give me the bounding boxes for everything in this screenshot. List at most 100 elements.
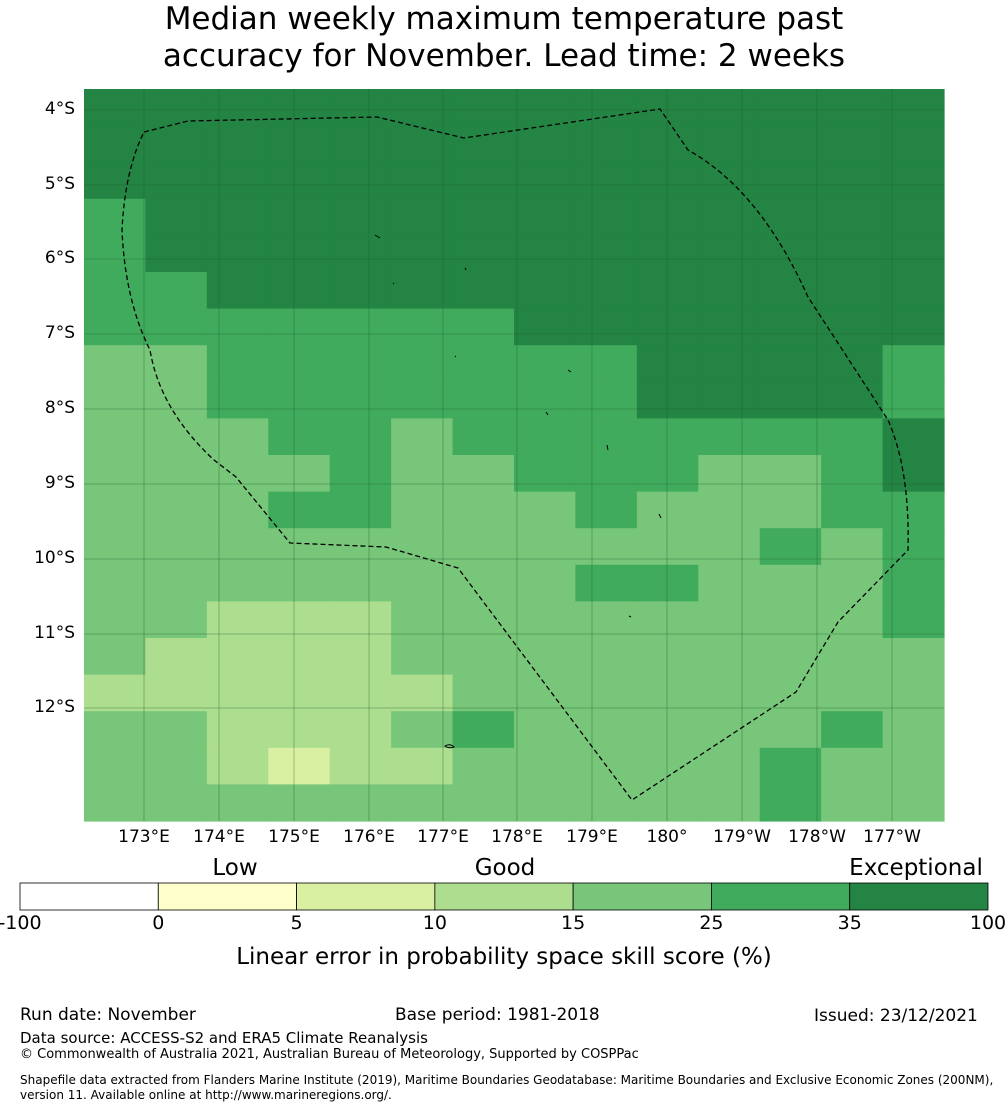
grid-cell [391,272,454,310]
grid-cell [206,198,269,236]
grid-cell [145,711,208,749]
grid-cell [145,455,208,493]
grid-cell [636,89,699,127]
grid-cell [329,564,392,602]
grid-cell [206,601,269,639]
grid-cell [84,162,147,200]
grid-cell [329,418,392,456]
grid-cell [759,162,822,200]
grid-cell [391,601,454,639]
eez-boundary [121,108,909,801]
grid-cell [84,601,147,639]
grid-cell [268,89,331,127]
data-source: Data source: ACCESS-S2 and ERA5 Climate … [20,1029,428,1047]
grid-cell [268,162,331,200]
grid-cell [821,272,884,310]
island-marks [374,234,662,749]
grid-cell [268,345,331,383]
grid-cell [821,711,884,749]
grid-cell [268,381,331,419]
grid-cell [84,784,147,822]
colorbar-segment [296,882,436,911]
latitude-label: 8°S [44,398,75,418]
grid-cell [145,272,208,310]
grid-cell [514,125,577,163]
grid-cell [882,491,945,529]
grid-cell [452,381,515,419]
longitude-label: 176°E [343,827,395,847]
colorbar-segment [849,882,989,911]
grid-cell [698,272,761,310]
grid-cell [391,455,454,493]
grid-cell [268,455,331,493]
grid-cell [698,747,761,785]
grid-cell [636,381,699,419]
grid-cell [636,528,699,566]
colorbar-boxes [19,882,989,911]
grid-cell [268,125,331,163]
grid-cell [759,125,822,163]
grid-cell [206,162,269,200]
grid-cell [452,711,515,749]
grid-cell [882,528,945,566]
longitude-label: 177°E [417,827,469,847]
grid-cell [698,235,761,273]
map-title-line1: Median weekly maximum temperature past [164,1,844,37]
grid-cell [636,747,699,785]
grid-cell [391,235,454,273]
grid-cell [759,308,822,346]
latitude-label: 6°S [44,248,75,268]
grid-cell [84,711,147,749]
grid-cell [882,784,945,822]
grid-cell [636,272,699,310]
skill-grid-cells [84,89,945,822]
grid-cell [882,89,945,127]
grid-cell [391,747,454,785]
grid-cell [329,345,392,383]
grid-cell [391,491,454,529]
grid-cell [84,308,147,346]
grid-cell [84,272,147,310]
grid-cell [452,125,515,163]
grid-cell [145,674,208,712]
grid-cell [514,528,577,566]
grid-cell [575,381,638,419]
grid-cell [145,308,208,346]
grid-cell [452,455,515,493]
grid-cell [268,418,331,456]
grid-cell [698,162,761,200]
grid-cell [268,638,331,676]
grid-cell [821,162,884,200]
grid-cell [514,418,577,456]
latitude-label: 4°S [44,99,75,119]
grid-cell [329,162,392,200]
grid-cell [514,564,577,602]
grid-cell [882,235,945,273]
grid-cell [636,162,699,200]
latitude-label: 7°S [44,323,75,343]
grid-cell [452,89,515,127]
grid-cell [452,198,515,236]
longitude-label: 180° [646,827,688,847]
colorbar-label: Linear error in probability space skill … [236,944,772,970]
grid-cell [391,381,454,419]
grid-cell [145,89,208,127]
grid-cell [145,528,208,566]
colorbar-tick-label: 5 [290,912,303,934]
colorbar-segment [434,882,574,911]
latitude-label: 12°S [34,697,75,717]
grid-cell [636,711,699,749]
grid-cell [145,162,208,200]
grid-cell [882,198,945,236]
colorbar-category-low: Low [212,855,258,881]
grid-cell [514,747,577,785]
grid-cell [329,747,392,785]
grid-cell [391,674,454,712]
grid-cell [575,784,638,822]
grid-cell [329,89,392,127]
grid-cell [206,235,269,273]
grid-cell [268,198,331,236]
grid-cell [759,784,822,822]
grid-cell [514,89,577,127]
grid-cell [145,564,208,602]
